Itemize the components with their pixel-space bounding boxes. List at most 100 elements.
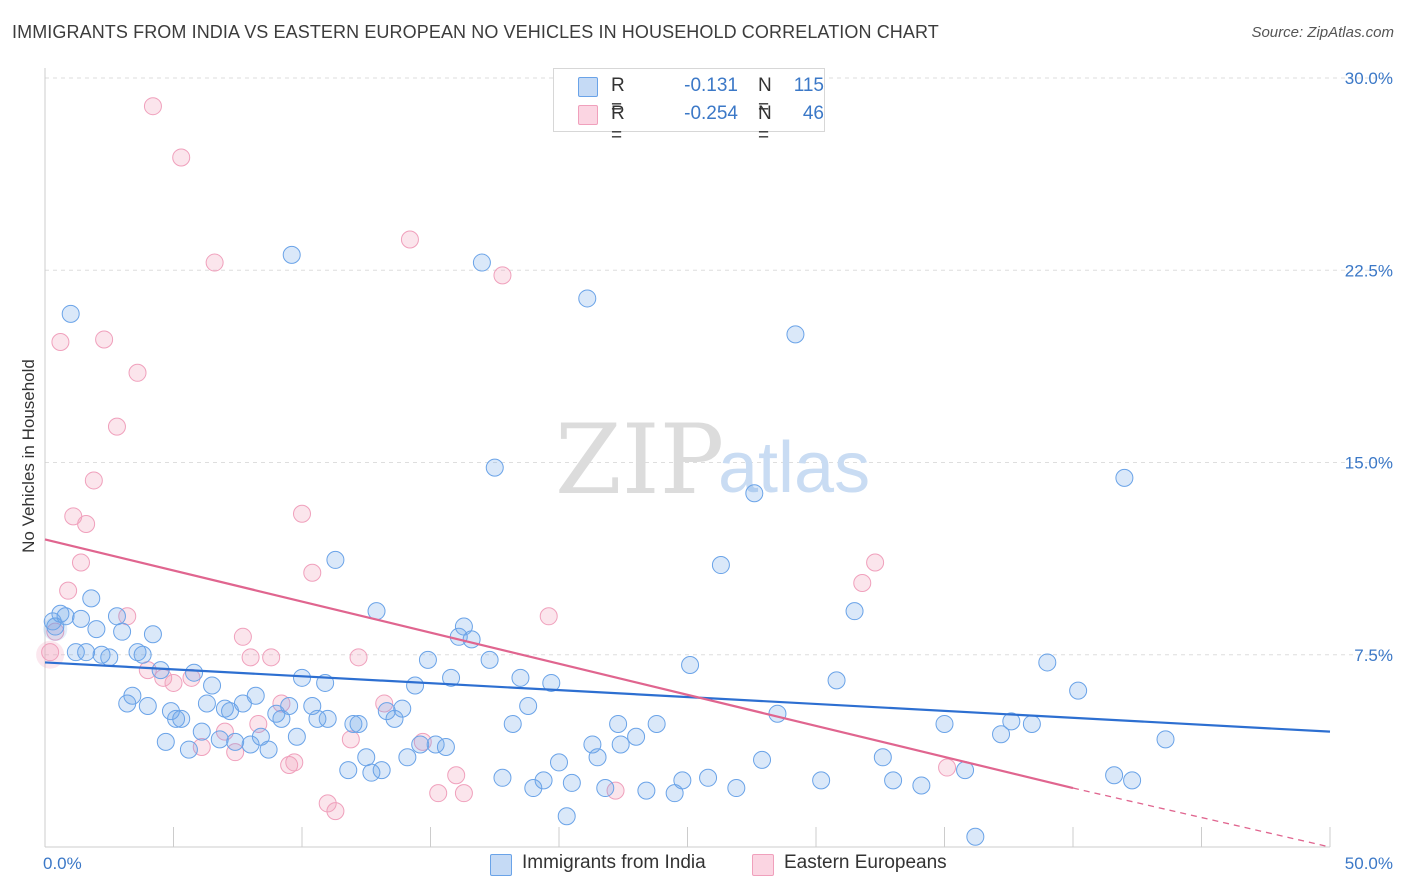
india-point	[524, 779, 543, 798]
india-point	[113, 622, 132, 641]
axes	[44, 68, 1331, 848]
eastern-point	[233, 627, 252, 646]
india-point	[1123, 771, 1142, 790]
india-cluster	[43, 617, 68, 642]
india-point	[138, 697, 157, 716]
india-point	[503, 714, 522, 733]
india-point	[550, 753, 568, 772]
india-point	[1105, 766, 1124, 785]
india-point	[246, 686, 265, 705]
india-point	[557, 807, 576, 826]
india-point	[385, 709, 404, 728]
india-point	[578, 289, 597, 308]
india-point	[884, 771, 903, 790]
india-point	[51, 604, 70, 623]
india-point	[287, 727, 306, 746]
india-point	[61, 304, 80, 323]
eastern-point	[318, 794, 337, 813]
india-point	[280, 697, 299, 716]
india-point	[411, 735, 430, 754]
india-point	[1038, 653, 1057, 672]
india-trend-line	[44, 661, 1331, 733]
india-point	[1115, 468, 1134, 487]
india-point	[1022, 714, 1041, 733]
legend-n-value: 115	[793, 75, 824, 96]
india-point	[71, 609, 90, 628]
trend-lines	[44, 538, 1331, 848]
eastern-point	[107, 417, 126, 436]
india-point	[436, 738, 455, 757]
eastern-point	[46, 622, 65, 641]
india-point	[596, 779, 615, 798]
eastern-point	[349, 648, 368, 667]
india-point	[588, 748, 607, 767]
india-point	[637, 781, 656, 800]
correlation-legend: R = -0.131 N = 115 R = -0.254 N = 46	[553, 68, 825, 146]
x-tick-label: 50.0%	[1345, 854, 1393, 873]
india-point	[542, 673, 561, 692]
tick-labels: 7.5% 15.0% 22.5% 30.0% 0.0% 50.0%	[43, 69, 1393, 873]
eastern-point	[400, 230, 419, 249]
india-point	[1002, 712, 1021, 731]
india-point	[673, 771, 692, 790]
eastern-point	[853, 573, 872, 592]
india-point	[282, 245, 301, 264]
eastern-point	[172, 148, 191, 167]
eastern-point	[128, 363, 147, 382]
india-point	[745, 484, 764, 503]
india-points	[43, 245, 1175, 846]
legend-n-label: N =	[758, 103, 772, 146]
india-point	[197, 694, 216, 713]
india-point	[349, 714, 368, 733]
legend-swatch-eastern	[578, 105, 598, 125]
india-point	[935, 714, 954, 733]
india-point	[203, 676, 222, 695]
india-point	[912, 776, 931, 795]
eastern-point	[77, 515, 96, 534]
eastern-point	[71, 553, 90, 572]
india-point	[241, 735, 260, 754]
eastern-point	[95, 330, 114, 349]
eastern-point	[447, 766, 466, 785]
india-point	[534, 771, 553, 790]
india-point	[812, 771, 831, 790]
india-point	[192, 722, 211, 741]
eastern-point	[143, 97, 162, 116]
india-point	[377, 702, 396, 721]
eastern-point	[164, 673, 183, 692]
india-point	[179, 740, 198, 759]
y-tick-label: 30.0%	[1345, 69, 1393, 88]
india-point	[326, 550, 345, 569]
india-point	[77, 643, 96, 662]
india-point	[519, 697, 538, 716]
eastern-point	[59, 581, 78, 600]
eastern-cluster	[36, 640, 65, 669]
legend-r-label: R =	[611, 103, 625, 146]
watermark: ZIP atlas	[555, 404, 870, 516]
india-point	[210, 730, 229, 749]
india-point	[156, 732, 175, 751]
india-point	[56, 607, 75, 626]
india-point	[1069, 681, 1088, 700]
legend-r-value: -0.254	[684, 103, 738, 124]
india-point	[100, 648, 119, 667]
india-point	[406, 676, 425, 695]
source-label: Source: ZipAtlas.com	[1251, 24, 1394, 41]
india-point	[472, 253, 491, 272]
eastern-point	[454, 784, 473, 803]
india-point	[185, 663, 204, 682]
india-point	[226, 732, 245, 751]
eastern-point	[326, 802, 345, 821]
india-point	[133, 645, 152, 664]
india-point	[611, 735, 630, 754]
india-point	[681, 656, 700, 675]
eastern-point	[280, 755, 299, 774]
india-point	[462, 630, 481, 649]
india-point	[480, 650, 499, 669]
india-point	[647, 714, 666, 733]
india-point	[339, 761, 358, 780]
eastern-point	[429, 784, 448, 803]
india-point	[82, 589, 101, 608]
legend-n-label: N =	[758, 75, 772, 118]
y-tick-label: 22.5%	[1345, 261, 1393, 280]
